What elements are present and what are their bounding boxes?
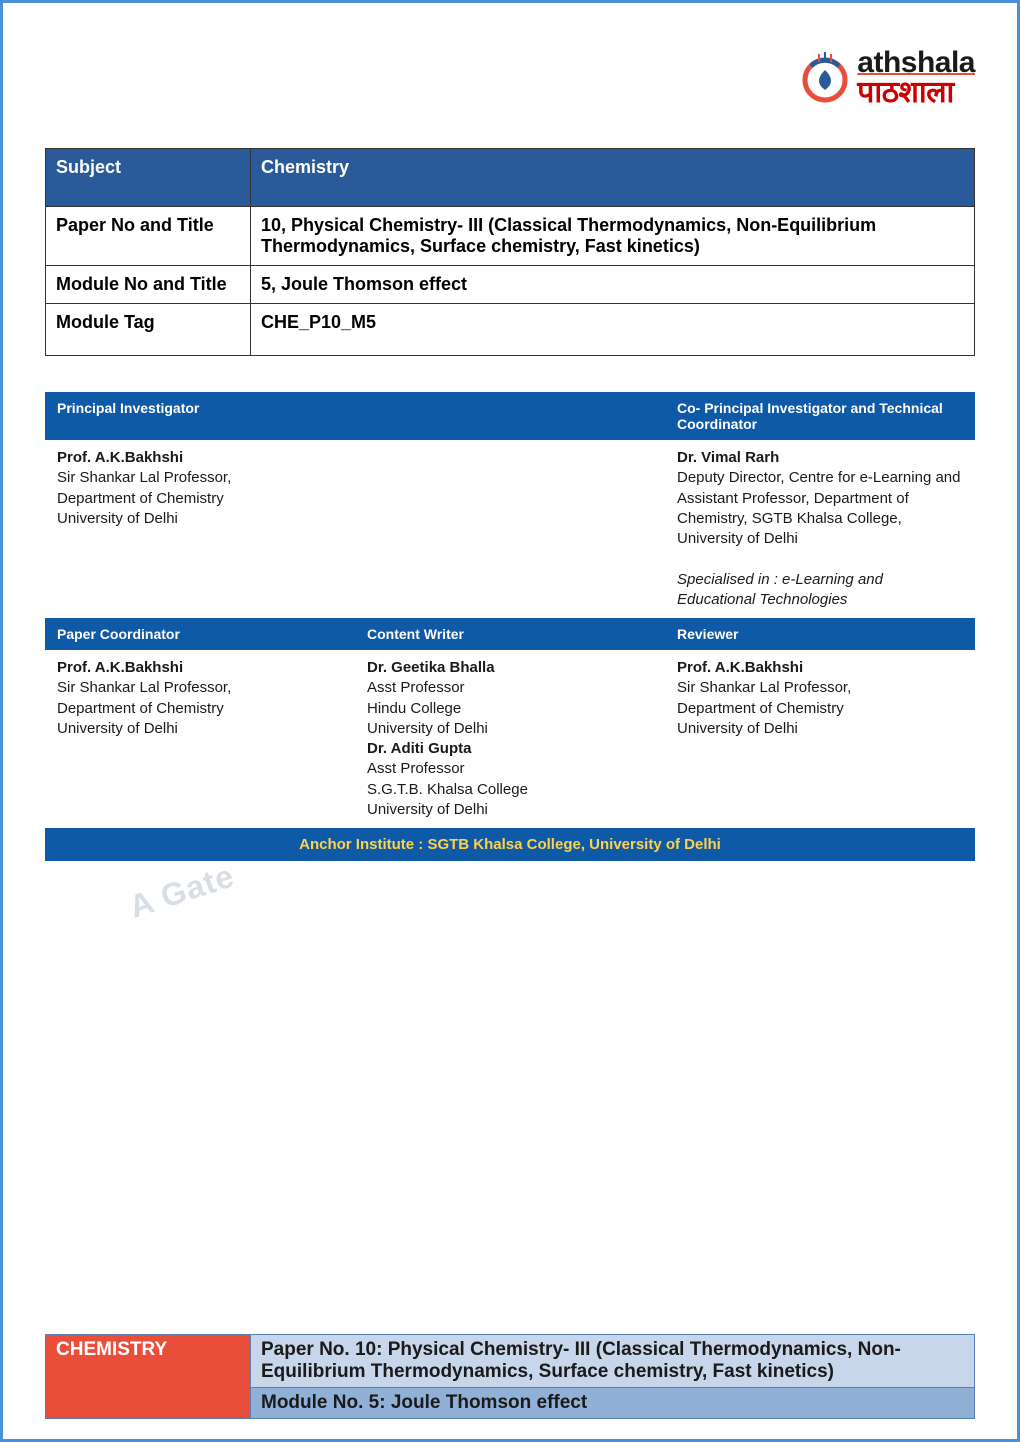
footer-table: CHEMISTRY Paper No. 10: Physical Chemist… (45, 1334, 975, 1419)
cw-title-line: University of Delhi (367, 719, 653, 739)
module-value: 5, Joule Thomson effect (251, 266, 975, 304)
rev-name: Prof. A.K.Bakhshi (677, 658, 963, 678)
paper-value: 10, Physical Chemistry- III (Classical T… (251, 207, 975, 266)
table-row: Subject Chemistry (46, 149, 975, 207)
anchor-institute: Anchor Institute : SGTB Khalsa College, … (45, 828, 975, 861)
copi-name: Dr. Vimal Rarh (677, 448, 963, 468)
logo-text-bottom: पाठशाला (857, 78, 975, 108)
cw-title-line: Asst Professor (367, 678, 653, 698)
cw-name-2: Dr. Aditi Gupta (367, 739, 653, 759)
copi-title-line: Deputy Director, Centre for e-Learning a… (677, 468, 963, 549)
credits-table: Principal Investigator Co- Principal Inv… (45, 392, 975, 861)
tag-label: Module Tag (46, 304, 251, 356)
cw-title-line: University of Delhi (367, 800, 653, 820)
table-row: Module No and Title 5, Joule Thomson eff… (46, 266, 975, 304)
cw-title-line: Asst Professor (367, 759, 653, 779)
blank-header (355, 392, 665, 440)
module-meta-table: Subject Chemistry Paper No and Title 10,… (45, 148, 975, 356)
rev-title-line: University of Delhi (677, 719, 963, 739)
copi-header: Co- Principal Investigator and Technical… (665, 392, 975, 440)
table-row: Paper No and Title 10, Physical Chemistr… (46, 207, 975, 266)
table-row: Paper Coordinator Content Writer Reviewe… (45, 618, 975, 650)
logo-region: athshala पाठशाला (45, 48, 975, 108)
module-label: Module No and Title (46, 266, 251, 304)
cw-name-1: Dr. Geetika Bhalla (367, 658, 653, 678)
copi-body: Dr. Vimal Rarh Deputy Director, Centre f… (665, 440, 975, 618)
rev-header: Reviewer (665, 618, 975, 650)
cw-title-line: Hindu College (367, 699, 653, 719)
logo-icon (797, 50, 853, 106)
table-row: Anchor Institute : SGTB Khalsa College, … (45, 828, 975, 861)
table-row: Prof. A.K.Bakhshi Sir Shankar Lal Profes… (45, 650, 975, 828)
subject-label: Subject (46, 149, 251, 207)
pc-name: Prof. A.K.Bakhshi (57, 658, 343, 678)
pc-title-line: Department of Chemistry (57, 699, 343, 719)
pc-title-line: Sir Shankar Lal Professor, (57, 678, 343, 698)
cw-body: Dr. Geetika Bhalla Asst Professor Hindu … (355, 650, 665, 828)
footer-module: Module No. 5: Joule Thomson effect (251, 1388, 975, 1419)
footer-paper: Paper No. 10: Physical Chemistry- III (C… (251, 1335, 975, 1388)
footer-subject: CHEMISTRY (46, 1335, 251, 1419)
rev-title-line: Department of Chemistry (677, 699, 963, 719)
blank-body (355, 440, 665, 618)
rev-title-line: Sir Shankar Lal Professor, (677, 678, 963, 698)
pc-header: Paper Coordinator (45, 618, 355, 650)
table-row: CHEMISTRY Paper No. 10: Physical Chemist… (46, 1335, 975, 1388)
table-row: Module Tag CHE_P10_M5 (46, 304, 975, 356)
pi-body: Prof. A.K.Bakhshi Sir Shankar Lal Profes… (45, 440, 355, 618)
table-row: Prof. A.K.Bakhshi Sir Shankar Lal Profes… (45, 440, 975, 618)
paper-label: Paper No and Title (46, 207, 251, 266)
tag-value: CHE_P10_M5 (251, 304, 975, 356)
table-row: Principal Investigator Co- Principal Inv… (45, 392, 975, 440)
pi-header: Principal Investigator (45, 392, 355, 440)
pi-title-line: University of Delhi (57, 509, 343, 529)
copi-specialization: Specialised in : e-Learning and Educatio… (677, 570, 963, 611)
logo-text: athshala पाठशाला (857, 48, 975, 108)
rev-body: Prof. A.K.Bakhshi Sir Shankar Lal Profes… (665, 650, 975, 828)
logo: athshala पाठशाला (797, 48, 975, 108)
subject-value: Chemistry (251, 149, 975, 207)
logo-text-top: athshala (857, 48, 975, 78)
pc-title-line: University of Delhi (57, 719, 343, 739)
pi-title-line: Department of Chemistry (57, 489, 343, 509)
pi-name: Prof. A.K.Bakhshi (57, 448, 343, 468)
watermark-text: A Gate (125, 857, 239, 926)
cw-title-line: S.G.T.B. Khalsa College (367, 780, 653, 800)
pi-title-line: Sir Shankar Lal Professor, (57, 468, 343, 488)
pc-body: Prof. A.K.Bakhshi Sir Shankar Lal Profes… (45, 650, 355, 828)
cw-header: Content Writer (355, 618, 665, 650)
